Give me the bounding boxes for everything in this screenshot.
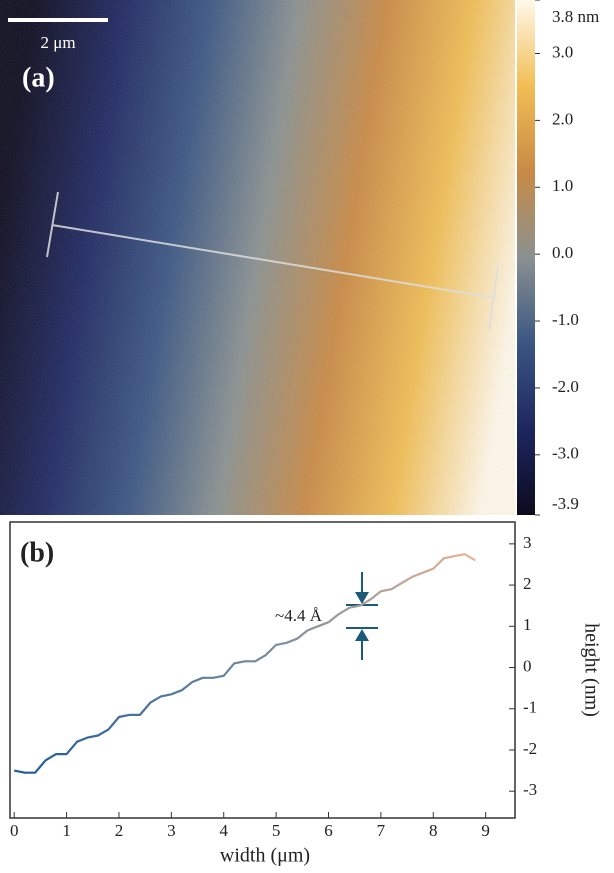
colorbar-tick-label: -3.9	[552, 494, 579, 513]
step-arrows	[346, 572, 378, 660]
x-tick-label: 0	[10, 821, 19, 840]
y-tick-label: 1	[523, 615, 532, 634]
panel-label: (a)	[22, 62, 55, 93]
y-tick-label: -3	[523, 780, 537, 799]
panel-label: (b)	[20, 537, 54, 568]
y-tick-label: -1	[523, 698, 537, 717]
profile-marker	[46, 191, 499, 331]
colorbar-tick-label: -1.0	[552, 310, 579, 329]
colorbar-tick-label: 1.0	[552, 176, 573, 195]
y-tick-label: -2	[523, 739, 537, 758]
profile-line	[13, 553, 476, 774]
colorbar-tick-label: 2.0	[552, 109, 573, 128]
y-tick-label: 2	[523, 574, 532, 593]
x-tick-label: 9	[481, 821, 490, 840]
x-tick-label: 6	[324, 821, 333, 840]
y-tick-label: 0	[523, 656, 532, 675]
x-axis-title: width (μm)	[220, 845, 310, 867]
colorbar-tick-label: 0.0	[552, 243, 573, 262]
colorbar	[517, 0, 535, 515]
x-tick-label: 1	[62, 821, 71, 840]
x-tick-label: 5	[272, 821, 281, 840]
x-tick-label: 3	[167, 821, 176, 840]
colorbar-tick-label: 3.8 nm	[552, 7, 599, 26]
colorbar-tick-label: 3.0	[552, 42, 573, 61]
y-axis-title: height (nm)	[580, 623, 602, 717]
x-tick-label: 4	[219, 821, 228, 840]
annotation: ~4.4 Å	[275, 606, 323, 625]
y-tick-label: 3	[523, 533, 532, 552]
plot-frame	[9, 521, 516, 819]
x-tick-label: 8	[429, 821, 438, 840]
x-tick-label: 2	[115, 821, 124, 840]
x-tick-label: 7	[377, 821, 386, 840]
scale-bar-label: 2 μm	[40, 33, 75, 52]
colorbar-tick-label: -2.0	[552, 377, 579, 396]
image-texture	[0, 0, 515, 515]
colorbar-tick-label: -3.0	[552, 444, 579, 463]
